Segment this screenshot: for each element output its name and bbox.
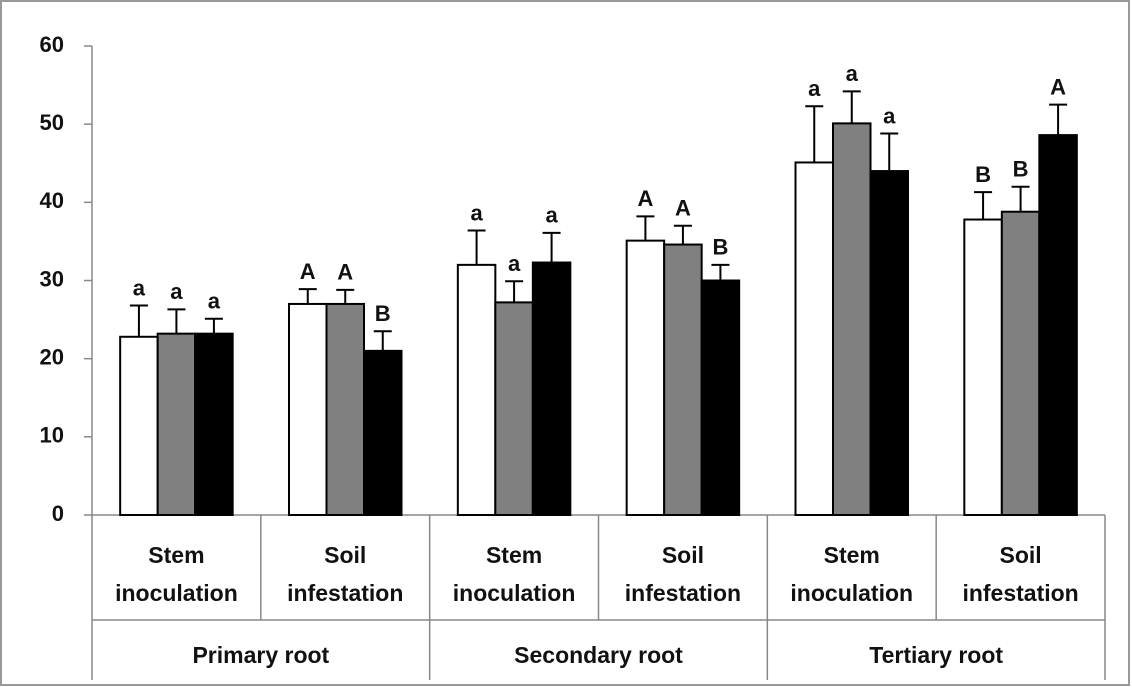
y-tick-label: 10 [40, 423, 64, 448]
group-label: Primary root [192, 642, 330, 668]
bar [663, 243, 703, 516]
significance-label: A [337, 260, 353, 285]
bar [156, 332, 197, 516]
bar [363, 349, 403, 516]
bar [119, 335, 159, 516]
bar [963, 218, 1003, 516]
significance-label: a [170, 279, 183, 304]
group-label: Secondary root [514, 642, 683, 668]
group-label: Tertiary root [869, 642, 1004, 668]
x-tick-label: Soil infestation [962, 542, 1079, 606]
significance-label: B [1013, 157, 1029, 182]
bar [700, 279, 741, 516]
y-tick-label: 30 [40, 266, 64, 291]
bar [531, 261, 572, 516]
x-tick-label: Stem inoculation [790, 542, 914, 606]
significance-label: B [712, 235, 728, 260]
bar [869, 170, 909, 516]
x-tick-label: Stem inoculation [115, 542, 238, 606]
significance-label: a [470, 200, 483, 225]
bar [194, 332, 234, 516]
bar [325, 302, 365, 517]
significance-label: a [883, 103, 896, 128]
y-tick-label: 20 [40, 344, 64, 369]
bar [794, 161, 834, 517]
bar [456, 263, 497, 516]
significance-label: a [545, 203, 558, 228]
significance-label: A [637, 186, 653, 211]
y-tick-label: 0 [52, 501, 64, 526]
bar [494, 301, 534, 516]
bar [832, 122, 872, 516]
y-tick-label: 40 [40, 188, 64, 213]
significance-label: a [808, 76, 821, 101]
y-tick-label: 50 [40, 110, 64, 135]
bar [1038, 134, 1078, 517]
significance-label: B [975, 162, 991, 187]
bar [288, 302, 328, 517]
x-tick-label: Soil infestation [624, 542, 742, 606]
y-tick-label: 60 [40, 32, 64, 57]
x-tick-label: Stem inoculation [452, 542, 576, 606]
significance-label: A [1050, 74, 1066, 99]
significance-label: A [675, 196, 691, 221]
significance-label: a [133, 275, 146, 300]
significance-label: a [208, 289, 221, 314]
bar [1000, 210, 1041, 516]
significance-label: B [375, 301, 391, 326]
bar [625, 239, 666, 516]
significance-label: A [300, 259, 316, 284]
significance-label: a [846, 61, 859, 86]
significance-label: a [508, 251, 521, 276]
x-tick-label: Soil infestation [287, 542, 404, 606]
